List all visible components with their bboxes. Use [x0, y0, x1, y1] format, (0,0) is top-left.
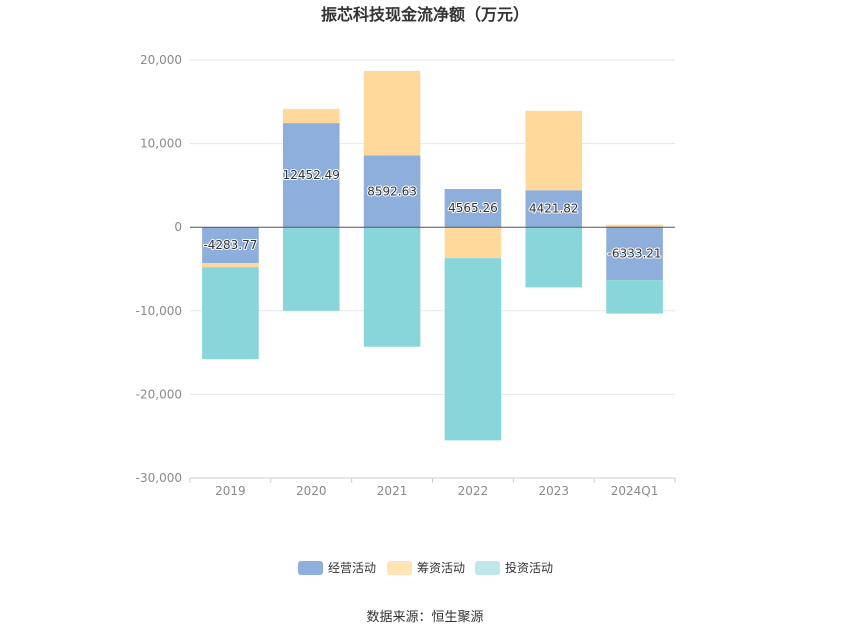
bar-investing [202, 267, 259, 360]
y-tick-label: -20,000 [136, 387, 182, 401]
x-tick-label: 2023 [538, 484, 569, 498]
y-tick-label: 0 [174, 220, 182, 234]
x-tick-label: 2020 [296, 484, 327, 498]
y-tick-label: 20,000 [140, 53, 182, 67]
bar-investing [282, 227, 340, 311]
bar-financing [363, 70, 421, 156]
data-label: -6333.21 [608, 247, 662, 261]
bar-operating [525, 190, 583, 228]
data-labels: -4283.77 12452.49 8592.63 4565.26 4421.82 -63… [202, 167, 662, 262]
y-tick-label: 10,000 [140, 137, 182, 151]
bar-investing [363, 227, 421, 347]
data-label: -4283.77 [203, 238, 257, 252]
legend-label[interactable]: 投资活动 [505, 560, 553, 575]
bars [202, 70, 663, 441]
bar-investing [606, 280, 663, 314]
bar-financing [606, 224, 663, 228]
legend-swatch[interactable] [298, 561, 323, 575]
bar-financing [282, 108, 340, 124]
chart-title: 振芯科技现金流净额（万元） [321, 5, 529, 24]
bar-financing [444, 227, 502, 259]
legend-swatch[interactable] [475, 561, 500, 575]
gridlines [190, 59, 675, 479]
legend: 经营活动 筹资活动 投资活动 [298, 560, 553, 575]
data-label: 12452.49 [283, 168, 340, 182]
legend-label[interactable]: 经营活动 [328, 561, 376, 575]
bar-financing [525, 110, 583, 191]
x-axis: 2019 2020 2021 2022 2023 2024Q1 [189, 477, 676, 498]
data-source: 数据来源：恒生聚源 [366, 610, 483, 625]
data-label: 4565.26 [448, 201, 498, 215]
y-tick-label: -30,000 [136, 471, 182, 485]
x-tick-label: 2022 [458, 484, 489, 498]
bar-financing [202, 263, 259, 268]
bar-operating [606, 227, 663, 281]
x-tick-label: 2024Q1 [611, 484, 659, 498]
bar-operating [363, 155, 421, 228]
legend-label[interactable]: 筹资活动 [417, 561, 465, 575]
y-axis: 20,000 10,000 0 -10,000 -20,000 -30,000 [136, 53, 182, 485]
y-tick-label: -10,000 [136, 304, 182, 318]
legend-swatch[interactable] [387, 561, 412, 575]
bar-investing [525, 227, 583, 288]
bar-operating [202, 227, 259, 264]
bar-operating [282, 123, 340, 228]
bar-investing [444, 258, 502, 441]
bar-operating [444, 189, 502, 228]
x-tick-label: 2021 [377, 484, 408, 498]
data-label: 8592.63 [367, 184, 417, 198]
data-label: 4421.82 [529, 202, 579, 216]
x-tick-label: 2019 [215, 484, 246, 498]
